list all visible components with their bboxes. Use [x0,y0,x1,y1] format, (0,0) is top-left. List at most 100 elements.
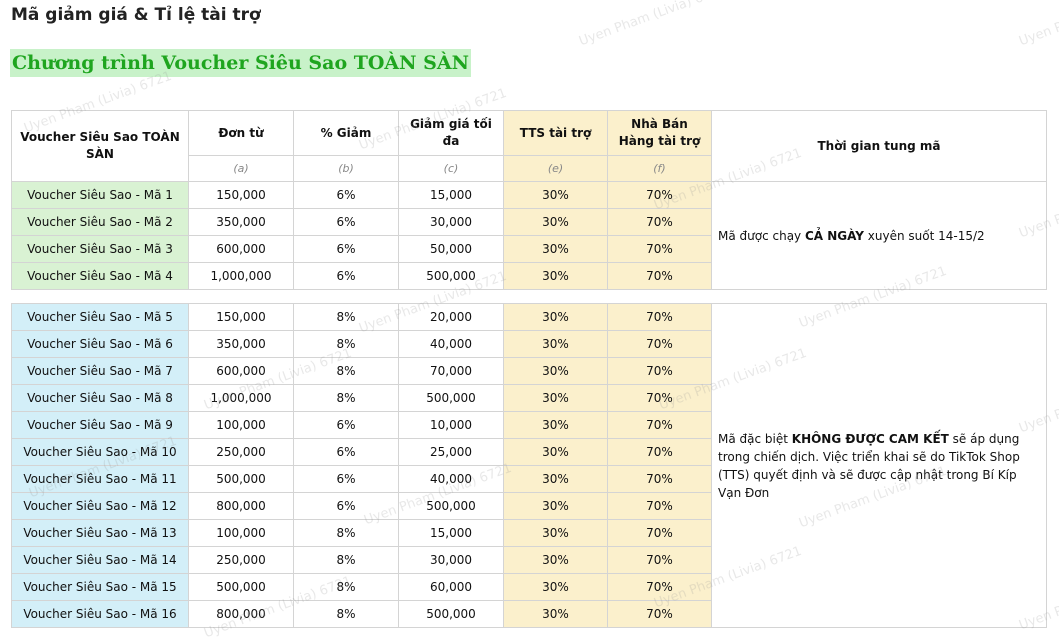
seller-share-cell: 70% [607,573,712,601]
tts-share-cell: 30% [503,384,608,412]
discount-cell: 6% [293,465,399,493]
discount-cell: 6% [293,411,399,439]
max-discount-cell: 500,000 [398,384,504,412]
tts-share-cell: 30% [503,492,608,520]
table-row: Voucher Siêu Sao - Mã 15 500,000 8% 60,000 3… [11,573,1047,601]
seller-share-cell: 70% [607,235,712,263]
seller-share-cell: 70% [607,600,712,628]
seller-share-cell: 70% [607,330,712,358]
max-discount-cell: 30,000 [398,208,504,236]
table-row: Voucher Siêu Sao - Mã 11 500,000 6% 40,000 3… [11,465,1047,493]
voucher-name-cell: Voucher Siêu Sao - Mã 10 [11,438,189,466]
min-order-cell: 600,000 [188,235,294,263]
discount-cell: 6% [293,235,399,263]
time-note-special: Mã đặc biệt KHÔNG ĐƯỢC CAM KẾT sẽ áp dụn… [711,303,1047,628]
discount-cell: 8% [293,384,399,412]
table-row: Voucher Siêu Sao - Mã 4 1,000,000 6% 500,00… [11,262,1047,290]
tts-share-cell: 30% [503,330,608,358]
min-order-cell: 1,000,000 [188,384,294,412]
tts-share-cell: 30% [503,546,608,574]
time-note-allday: Mã được chạy CẢ NGÀY xuyên suốt 14-15/2 [711,181,1047,290]
table-row: Voucher Siêu Sao - Mã 7 600,000 8% 70,000 30… [11,357,1047,385]
voucher-name-cell: Voucher Siêu Sao - Mã 4 [11,262,189,290]
discount-cell: 6% [293,492,399,520]
voucher-name-cell: Voucher Siêu Sao - Mã 12 [11,492,189,520]
group-spacer [11,289,1047,304]
max-discount-cell: 60,000 [398,573,504,601]
table-body: Voucher Siêu Sao - Mã 1 150,000 6% 15,000 30… [11,181,1047,628]
max-discount-cell: 500,000 [398,262,504,290]
seller-share-cell: 70% [607,411,712,439]
table-row: Voucher Siêu Sao - Mã 2 350,000 6% 30,000 30… [11,208,1047,236]
tts-share-cell: 30% [503,438,608,466]
max-discount-cell: 10,000 [398,411,504,439]
max-discount-cell: 25,000 [398,438,504,466]
discount-cell: 8% [293,303,399,331]
subheader-discount: (b) [293,155,399,182]
subheader-max-discount: (c) [398,155,504,182]
tts-share-cell: 30% [503,235,608,263]
voucher-name-cell: Voucher Siêu Sao - Mã 5 [11,303,189,331]
discount-cell: 8% [293,546,399,574]
max-discount-cell: 15,000 [398,181,504,209]
seller-share-cell: 70% [607,384,712,412]
tts-share-cell: 30% [503,600,608,628]
tts-share-cell: 30% [503,519,608,547]
tts-share-cell: 30% [503,465,608,493]
header-voucher: Voucher Siêu Sao TOÀN SÀN [11,110,189,182]
subheader-seller-share: (f) [607,155,712,182]
max-discount-cell: 20,000 [398,303,504,331]
page-title: Mã giảm giá & Tỉ lệ tài trợ [11,5,261,25]
max-discount-cell: 30,000 [398,546,504,574]
discount-cell: 8% [293,519,399,547]
min-order-cell: 100,000 [188,519,294,547]
max-discount-cell: 40,000 [398,465,504,493]
max-discount-cell: 50,000 [398,235,504,263]
seller-share-cell: 70% [607,262,712,290]
subheader-min-order: (a) [188,155,294,182]
voucher-name-cell: Voucher Siêu Sao - Mã 7 [11,357,189,385]
tts-share-cell: 30% [503,303,608,331]
table-row: Voucher Siêu Sao - Mã 3 600,000 6% 50,000 30… [11,235,1047,263]
seller-share-cell: 70% [607,465,712,493]
note-text: Mã được chạy [718,228,805,243]
min-order-cell: 150,000 [188,303,294,331]
note-text: Mã đặc biệt [718,431,792,446]
note-emphasis: KHÔNG ĐƯỢC CAM KẾT [791,431,949,446]
min-order-cell: 1,000,000 [188,262,294,290]
header-tts-share: TTS tài trợ [503,110,608,156]
voucher-name-cell: Voucher Siêu Sao - Mã 16 [11,600,189,628]
seller-share-cell: 70% [607,181,712,209]
min-order-cell: 800,000 [188,600,294,628]
seller-share-cell: 70% [607,208,712,236]
table-row: Voucher Siêu Sao - Mã 1 150,000 6% 15,000 30… [11,181,1047,290]
voucher-name-cell: Voucher Siêu Sao - Mã 2 [11,208,189,236]
max-discount-cell: 15,000 [398,519,504,547]
discount-cell: 8% [293,573,399,601]
tts-share-cell: 30% [503,262,608,290]
discount-cell: 6% [293,181,399,209]
table-row: Voucher Siêu Sao - Mã 14 250,000 8% 30,000 3… [11,546,1047,574]
note-text: sẽ áp dụng trong chiến dịch. Việc triển … [718,431,1020,500]
seller-share-cell: 70% [607,492,712,520]
watermark: Uyen Pham (Livia) 6721 [1017,0,1059,50]
discount-cell: 6% [293,262,399,290]
voucher-name-cell: Voucher Siêu Sao - Mã 1 [11,181,189,209]
note-emphasis: CẢ NGÀY [804,228,864,243]
max-discount-cell: 40,000 [398,330,504,358]
min-order-cell: 500,000 [188,573,294,601]
note-text: xuyên suốt 14-15/2 [863,228,985,243]
min-order-cell: 800,000 [188,492,294,520]
subheader-tts-share: (e) [503,155,608,182]
min-order-cell: 600,000 [188,357,294,385]
watermark: Uyen Pham (Livia) 6721 [577,0,729,50]
program-title: Chương trình Voucher Siêu Sao TOÀN SÀN [10,49,471,77]
header-min-order: Đơn từ [188,110,294,156]
discount-cell: 6% [293,208,399,236]
table-row: Voucher Siêu Sao - Mã 13 100,000 8% 15,000 3… [11,519,1047,547]
header-max-discount: Giảm giá tối đa [398,110,504,156]
discount-cell: 8% [293,357,399,385]
tts-share-cell: 30% [503,411,608,439]
table-row: Voucher Siêu Sao - Mã 16 800,000 8% 500,000… [11,600,1047,628]
voucher-name-cell: Voucher Siêu Sao - Mã 8 [11,384,189,412]
